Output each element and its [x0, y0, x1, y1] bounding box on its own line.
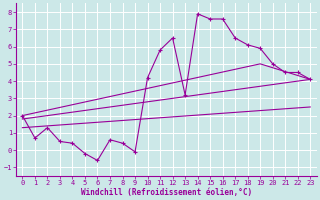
- X-axis label: Windchill (Refroidissement éolien,°C): Windchill (Refroidissement éolien,°C): [81, 188, 252, 197]
